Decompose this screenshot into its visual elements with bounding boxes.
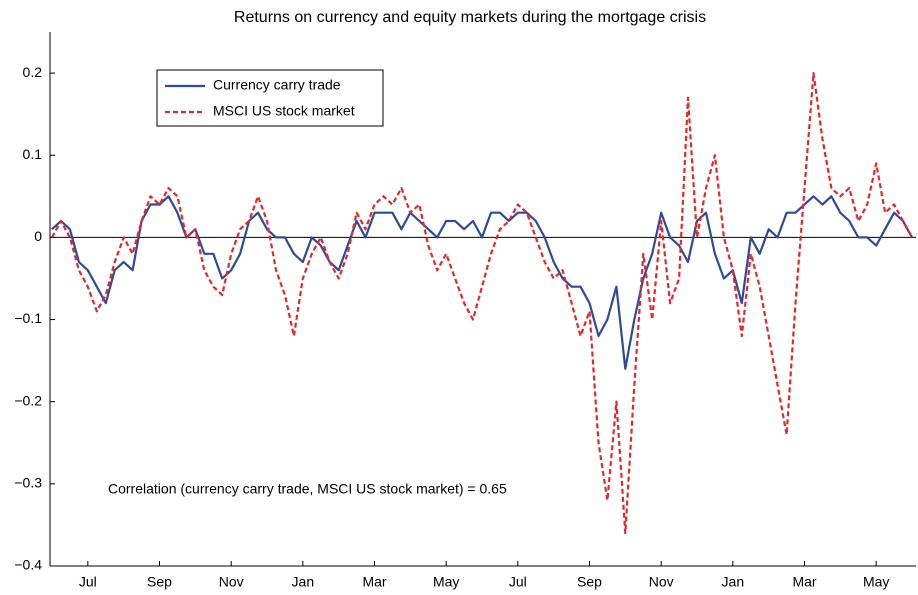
series-line (51, 72, 913, 535)
y-tick-label: −0.4 (14, 557, 42, 573)
x-tick-label: Sep (147, 574, 172, 590)
y-tick-label: 0 (34, 228, 42, 244)
y-tick-label: −0.1 (14, 310, 42, 326)
x-tick-label: Nov (219, 574, 244, 590)
y-tick-label: 0.2 (23, 64, 43, 80)
x-tick-label: May (863, 574, 889, 590)
x-tick-label: Mar (362, 574, 386, 590)
x-tick-label: Jan (292, 574, 315, 590)
x-tick-label: Jul (79, 574, 97, 590)
y-tick-label: −0.3 (14, 475, 42, 491)
x-tick-label: Sep (577, 574, 602, 590)
x-tick-label: Nov (649, 574, 674, 590)
legend-label: Currency carry trade (213, 77, 341, 93)
legend-label: MSCI US stock market (213, 103, 355, 119)
x-tick-label: Jan (722, 574, 745, 590)
legend-box (156, 69, 384, 127)
chart-title: Returns on currency and equity markets d… (234, 9, 706, 26)
x-tick-label: May (433, 574, 459, 590)
y-tick-label: 0.1 (23, 146, 43, 162)
y-tick-label: −0.2 (14, 392, 42, 408)
x-tick-label: Jul (509, 574, 527, 590)
x-tick-label: Mar (792, 574, 816, 590)
annotation: Correlation (currency carry trade, MSCI … (108, 481, 507, 497)
